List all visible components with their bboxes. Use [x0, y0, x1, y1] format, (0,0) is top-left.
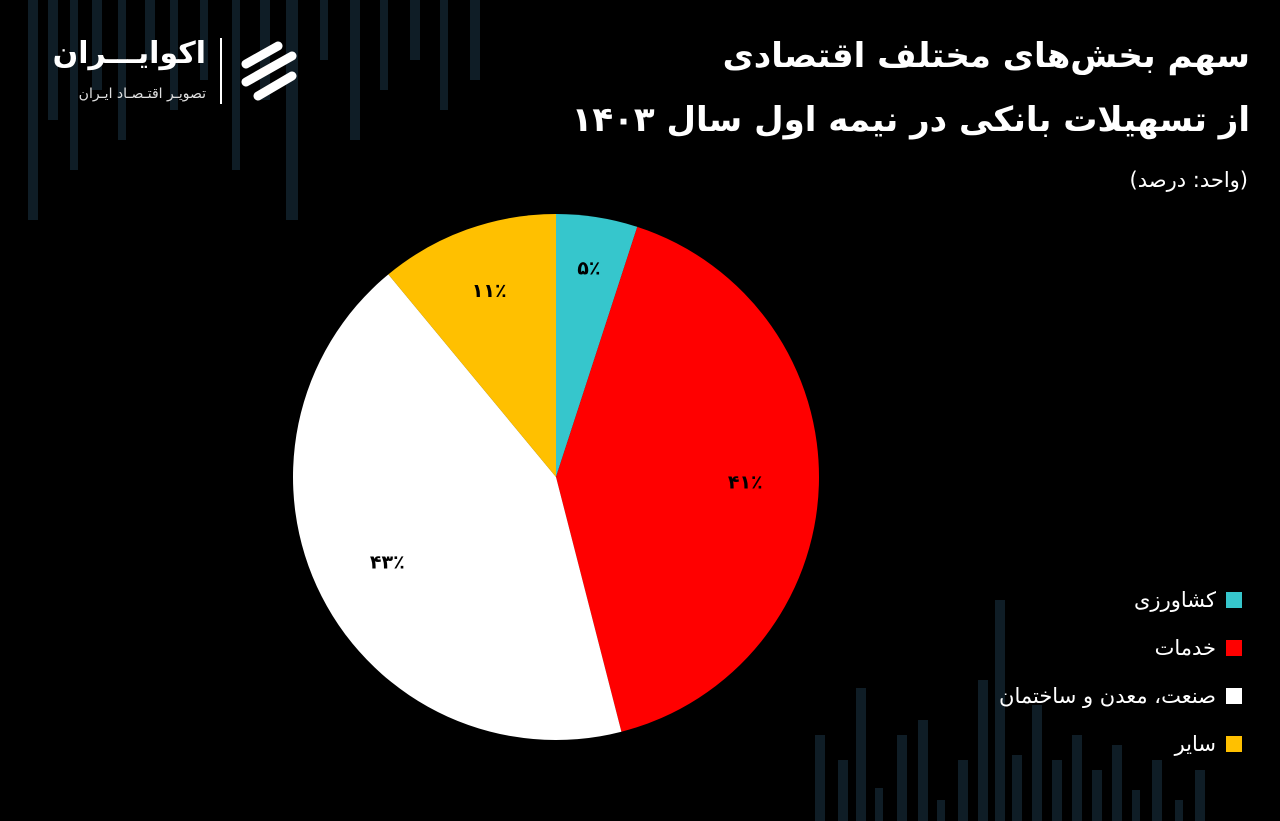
chart-title-line-2: از تسهیلات بانکی در نیمه اول سال ۱۴۰۳	[571, 100, 1250, 140]
legend-item: صنعت، معدن و ساختمان	[999, 679, 1242, 713]
pie-slice-3	[293, 274, 622, 740]
legend-label: خدمات	[1154, 636, 1216, 660]
pie-data-label-3: ۴۳٪	[370, 551, 405, 573]
chart-title-line-1: سهم بخش‌های مختلف اقتصادی	[722, 36, 1250, 76]
legend-item: خدمات	[1155, 631, 1242, 665]
legend-item: سایر	[1175, 727, 1242, 761]
pie-slice-4	[388, 214, 556, 477]
pie-data-label-2: ۴۱٪	[728, 471, 763, 493]
brand-logo: اکوایـــران تصویـر اقتـصـاد ایـران	[36, 34, 306, 114]
legend-item: کشاورزی	[1134, 583, 1242, 617]
legend-swatch	[1226, 592, 1242, 608]
chart-unit-label: (واحد: درصد)	[1129, 168, 1248, 192]
pie-slice-2	[556, 226, 819, 732]
legend-swatch	[1226, 688, 1242, 704]
ekoiran-logo-mark-icon	[241, 41, 297, 101]
legend-label: کشاورزی	[1134, 588, 1216, 612]
pie-chart: ۵٪ ۴۱٪ ۴۳٪ ۱۱٪	[293, 214, 819, 740]
legend-label: صنعت، معدن و ساختمان	[999, 684, 1216, 708]
pie-data-label-1: ۵٪	[577, 258, 600, 280]
legend-label: سایر	[1174, 732, 1216, 756]
legend-swatch	[1226, 736, 1242, 752]
pie-slice-1	[556, 214, 638, 477]
logo-name: اکوایـــران	[52, 36, 206, 71]
logo-tagline: تصویـر اقتـصـاد ایـران	[78, 86, 206, 102]
pie-data-label-4: ۱۱٪	[472, 280, 507, 302]
logo-divider	[220, 38, 222, 104]
legend-swatch	[1226, 640, 1242, 656]
